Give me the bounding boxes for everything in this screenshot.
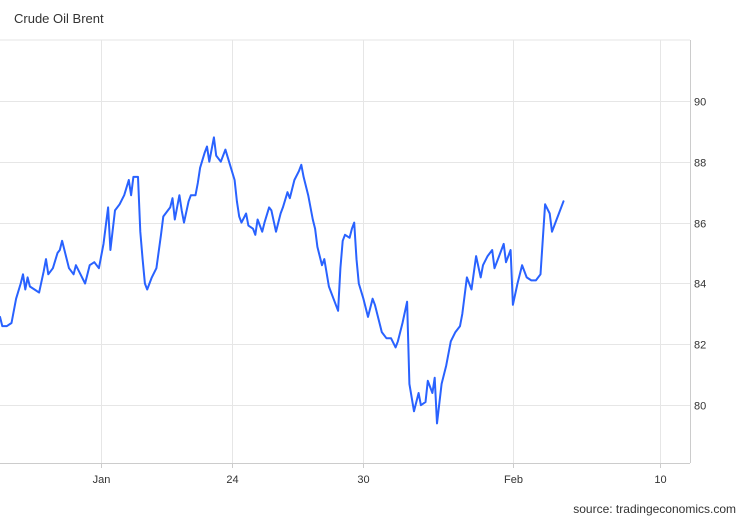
- axes: [0, 40, 691, 468]
- y-tick-label: 84: [694, 279, 706, 291]
- y-tick-label: 82: [694, 340, 706, 352]
- x-tick-label: Feb: [504, 474, 523, 486]
- tick-labels: 80 82 84 86 88 90 Jan 24 30 Feb 10: [93, 97, 707, 487]
- chart-title: Crude Oil Brent: [14, 11, 104, 26]
- y-tick-label: 86: [694, 219, 706, 231]
- series-layer: [0, 136, 565, 425]
- x-tick-label: 24: [226, 474, 238, 486]
- y-tick-label: 90: [694, 97, 706, 109]
- x-tick-label: 10: [654, 474, 666, 486]
- price-line: [0, 136, 565, 425]
- x-tick-label: Jan: [93, 474, 111, 486]
- x-tick-label: 30: [357, 474, 369, 486]
- y-tick-label: 80: [694, 401, 706, 413]
- y-tick-label: 88: [694, 158, 706, 170]
- source-note: source: tradingeconomics.com: [573, 502, 736, 516]
- grid-lines: [0, 39, 690, 463]
